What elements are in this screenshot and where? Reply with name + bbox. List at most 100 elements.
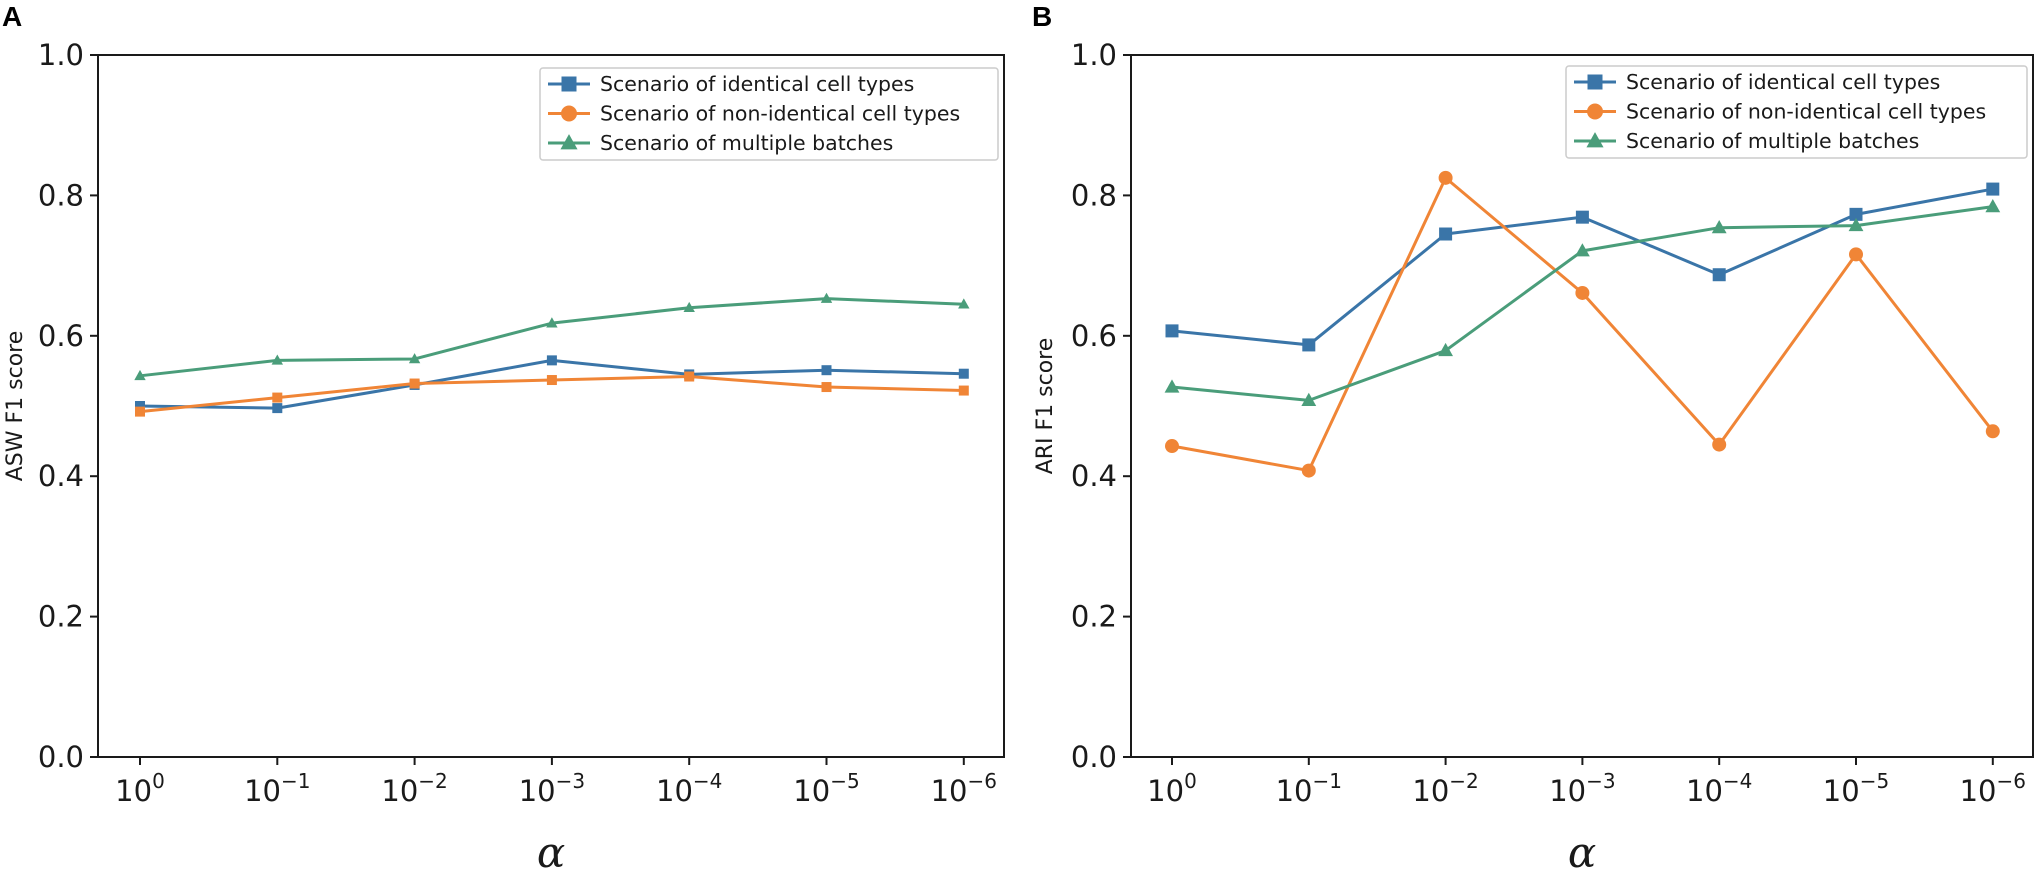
x-tick-label: 10−4: [1686, 769, 1752, 808]
y-axis-title: ARI F1 score: [1033, 338, 1058, 475]
data-point: [1574, 243, 1590, 257]
data-point: [1438, 342, 1454, 357]
x-tick-label: 10−3: [519, 769, 585, 808]
x-tick-label: 10−1: [244, 769, 310, 808]
data-point: [684, 371, 695, 382]
x-tick-base: 10: [1686, 774, 1723, 808]
data-point: [1575, 210, 1589, 224]
x-tick-exponent: −4: [693, 769, 722, 793]
data-point: [1986, 182, 2000, 196]
x-tick-exponent: 0: [1184, 769, 1197, 793]
legend-marker: [561, 76, 577, 92]
legend-entry: Scenario of non-identical cell types: [1574, 100, 1986, 124]
legend-box: [539, 67, 999, 161]
legend: Scenario of identical cell types Scenario…: [539, 67, 999, 161]
data-point: [1849, 247, 1863, 262]
panel-b-letter: B: [1032, 1, 1052, 32]
data-point: [1301, 463, 1316, 478]
x-tick-label: 10−2: [381, 769, 447, 808]
x-tick-exponent: −6: [1997, 769, 2026, 793]
legend-entry: Scenario of identical cell types: [548, 72, 914, 96]
data-point: [1301, 392, 1317, 406]
x-tick-label: 10−6: [931, 769, 997, 808]
legend: Scenario of identical cell types Scenario…: [1565, 65, 2028, 159]
data-point: [134, 369, 146, 381]
data-point: [1165, 324, 1179, 338]
y-tick-label: 0.6: [38, 319, 84, 353]
x-tick-label: 10−4: [656, 769, 722, 808]
data-point: [1712, 437, 1727, 452]
x-tick-base: 10: [1549, 774, 1586, 808]
series-1: [1165, 170, 2000, 478]
x-tick-base: 10: [1823, 774, 1860, 808]
legend-entry: Scenario of identical cell types: [1574, 70, 1940, 94]
x-tick-base: 10: [1276, 774, 1313, 808]
legend-marker: [1587, 103, 1603, 120]
legend-label: Scenario of multiple batches: [600, 131, 893, 155]
y-tick-label: 0.0: [1071, 740, 1117, 774]
series-0: [1165, 182, 2000, 352]
legend-entry: Scenario of multiple batches: [1574, 129, 1919, 153]
data-point: [546, 355, 557, 366]
x-tick-base: 10: [519, 774, 556, 808]
x-tick-exponent: −5: [1860, 769, 1889, 793]
series-2: [1164, 198, 2001, 406]
x-tick-exponent: −6: [968, 769, 997, 793]
data-point: [1302, 338, 1316, 352]
data-point: [1849, 207, 1863, 221]
y-tick-label: 0.2: [1071, 600, 1117, 634]
legend-label: Scenario of identical cell types: [600, 72, 914, 96]
panel-a: A 0.00.20.40.60.81.0 100 10−1 10−2 10−3 10−4…: [2, 1, 1005, 877]
legend-marker: [1587, 74, 1603, 90]
data-point: [135, 401, 145, 411]
data-point: [683, 301, 695, 312]
data-point: [1439, 227, 1453, 241]
data-point: [1438, 170, 1453, 185]
x-axis-title: α: [537, 828, 565, 877]
y-tick-label: 0.8: [1071, 178, 1117, 212]
legend-label: Scenario of multiple batches: [1626, 129, 1919, 153]
data-point: [546, 317, 558, 328]
x-tick-base: 10: [1412, 774, 1449, 808]
data-point: [958, 298, 970, 309]
x-tick-exponent: −3: [1586, 769, 1615, 793]
legend-marker: [1586, 132, 1604, 148]
y-tick-label: 0.8: [38, 178, 84, 212]
x-tick-label: 10−2: [1412, 769, 1478, 808]
legend-box: [1565, 65, 2028, 159]
y-tick-label: 0.4: [38, 459, 84, 493]
legend-label: Scenario of non-identical cell types: [1626, 100, 1986, 124]
x-tick-base: 10: [381, 774, 418, 808]
x-tick-base: 10: [1960, 774, 1997, 808]
x-tick-label: 100: [115, 769, 165, 808]
data-point: [1848, 217, 1864, 232]
x-tick-label: 10−3: [1549, 769, 1615, 808]
x-tick-label: 10−5: [1823, 769, 1889, 808]
data-point: [1711, 220, 1727, 234]
x-tick-label: 10−5: [793, 769, 859, 808]
y-tick-label: 1.0: [1071, 38, 1117, 72]
y-tick-label: 0.4: [1071, 459, 1117, 493]
x-tick-exponent: −1: [281, 769, 310, 793]
x-tick-exponent: 0: [152, 769, 165, 793]
data-point: [271, 354, 283, 365]
data-point: [1985, 424, 2000, 439]
x-tick-base: 10: [115, 774, 152, 808]
data-point: [408, 353, 421, 364]
x-tick-exponent: −1: [1313, 769, 1342, 793]
x-tick-label: 10−6: [1960, 769, 2026, 808]
panel-b: B 0.00.20.40.60.81.0 100 10−1 10−2 10−3 10−4…: [1032, 1, 2034, 877]
x-tick-exponent: −2: [418, 769, 447, 793]
x-tick-label: 10−1: [1276, 769, 1342, 808]
panel-a-letter: A: [2, 1, 22, 32]
x-tick-exponent: −5: [830, 769, 859, 793]
data-point: [1712, 268, 1726, 282]
x-tick-base: 10: [244, 774, 281, 808]
data-point: [1575, 285, 1590, 300]
x-tick-base: 10: [931, 774, 968, 808]
legend-marker: [561, 105, 577, 122]
x-tick-label: 100: [1147, 769, 1197, 808]
legend-marker: [560, 134, 578, 150]
legend-entry: Scenario of multiple batches: [548, 131, 893, 155]
